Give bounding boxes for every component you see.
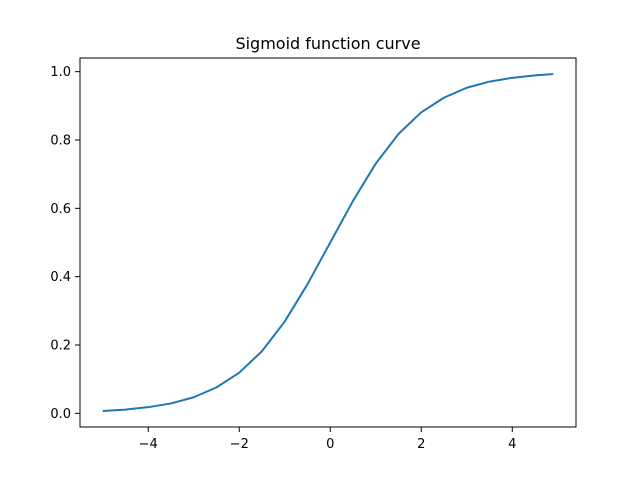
y-tick-label: 0.6	[50, 202, 71, 217]
x-tick-label: 2	[417, 437, 425, 452]
x-tick-label: −2	[230, 437, 249, 452]
y-tick-label: 0.0	[50, 407, 71, 422]
x-tick-label: −4	[139, 437, 158, 452]
plot-frame	[79, 57, 577, 428]
x-tick-label: 4	[508, 437, 516, 452]
y-tick-label: 0.2	[50, 339, 71, 354]
axes-layer: −4 −2 0 2 4 0.0 0.2 0.4 0.6 0.8 1.0	[50, 57, 577, 452]
data-layer	[102, 73, 554, 413]
y-tick-label: 1.0	[50, 65, 71, 80]
series-line-0	[102, 73, 554, 413]
y-tick-label: 0.4	[50, 270, 71, 285]
chart-title: Sigmoid function curve	[235, 34, 420, 53]
y-tick-label: 0.8	[50, 134, 71, 149]
x-tick-label: 0	[326, 437, 334, 452]
